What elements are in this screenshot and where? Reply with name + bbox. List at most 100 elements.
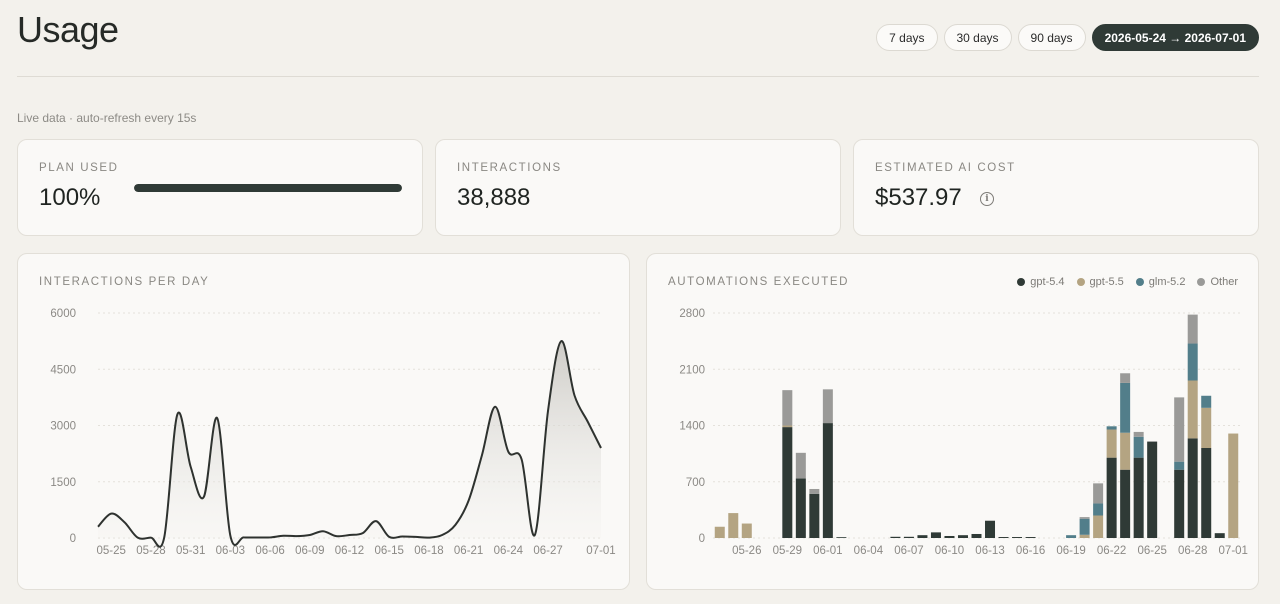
bar-glm-5-2 bbox=[1174, 461, 1185, 470]
bar-gpt-5-5 bbox=[1106, 429, 1117, 458]
interactions-value: 38,888 bbox=[457, 184, 531, 211]
bar-Other bbox=[782, 390, 793, 426]
legend-item-glm-5-2[interactable]: glm-5.2 bbox=[1135, 276, 1185, 288]
bar-Other bbox=[1093, 483, 1104, 504]
x-tick-label: 06-12 bbox=[335, 545, 364, 557]
bar-gpt-5-4 bbox=[795, 478, 806, 538]
bar-Other bbox=[1133, 431, 1144, 437]
x-tick-label: 06-19 bbox=[1056, 545, 1085, 557]
bar-gpt-5-4 bbox=[1025, 537, 1036, 538]
plan-used-label: PLAN USED bbox=[39, 162, 119, 174]
bar-gpt-5-4 bbox=[782, 427, 793, 538]
plan-used-progress-bar bbox=[134, 184, 402, 192]
bar-gpt-5-4 bbox=[944, 535, 955, 538]
bar-gpt-5-4 bbox=[1201, 448, 1212, 538]
range-90-days-button[interactable]: 90 days bbox=[1017, 24, 1086, 51]
bar-gpt-5-4 bbox=[985, 520, 996, 538]
bar-gpt-5-4 bbox=[1133, 457, 1144, 538]
x-tick-label: 06-09 bbox=[295, 545, 324, 557]
x-tick-label: 05-25 bbox=[97, 545, 126, 557]
ai-cost-label: ESTIMATED AI COST bbox=[875, 162, 1016, 174]
interactions-area-fill bbox=[98, 341, 601, 547]
plan-used-card: PLAN USED 100% bbox=[17, 139, 423, 236]
bar-gpt-5-4 bbox=[917, 535, 928, 538]
bar-gpt-5-4 bbox=[1214, 533, 1225, 538]
legend-item-gpt-5-4[interactable]: gpt-5.4 bbox=[1017, 276, 1065, 288]
bar-gpt-5-4 bbox=[1147, 441, 1158, 538]
bar-glm-5-2 bbox=[1187, 343, 1198, 381]
bar-gpt-5-4 bbox=[930, 532, 941, 538]
legend-item-other[interactable]: Other bbox=[1197, 276, 1238, 288]
x-tick-label: 06-16 bbox=[1016, 545, 1045, 557]
bar-Other bbox=[809, 488, 820, 494]
bar-gpt-5-4 bbox=[822, 423, 833, 538]
range-30-days-button[interactable]: 30 days bbox=[943, 24, 1012, 51]
y-tick-label: 4500 bbox=[50, 364, 76, 376]
interactions-label: INTERACTIONS bbox=[457, 162, 562, 174]
y-tick-label: 3000 bbox=[50, 421, 76, 433]
bar-Other bbox=[1187, 314, 1198, 344]
bar-glm-5-2 bbox=[1066, 535, 1077, 538]
bar-gpt-5-4 bbox=[1120, 469, 1131, 538]
custom-range-button[interactable]: 2026-05-24 → 2026-07-01 bbox=[1091, 24, 1259, 51]
automations-chart-title: AUTOMATIONS EXECUTED bbox=[668, 276, 850, 288]
range-7-days-button[interactable]: 7 days bbox=[876, 24, 938, 51]
bar-gpt-5-4 bbox=[1174, 469, 1185, 538]
x-tick-label: 06-18 bbox=[414, 545, 443, 557]
y-tick-label: 0 bbox=[70, 533, 76, 545]
x-tick-label: 06-04 bbox=[854, 545, 884, 557]
date-range-selector: 7 days 30 days 90 days 2026-05-24 → 2026… bbox=[876, 24, 1259, 51]
bar-gpt-5-5 bbox=[1201, 407, 1212, 448]
x-tick-label: 06-21 bbox=[454, 545, 483, 557]
bar-glm-5-2 bbox=[1133, 436, 1144, 458]
bar-gpt-5-4 bbox=[890, 536, 901, 538]
legend-item-gpt-5-5[interactable]: gpt-5.5 bbox=[1076, 276, 1124, 288]
legend-dot bbox=[1197, 278, 1206, 286]
legend-dot bbox=[1135, 278, 1144, 286]
interactions-per-day-chart: 0 1500 3000 4500 6000 05-25 05-28 05-31 06-03 06-… bbox=[50, 308, 615, 557]
live-data-note: Live data · auto-refresh every 15s bbox=[17, 111, 197, 125]
bar-gpt-5-4 bbox=[903, 536, 914, 538]
bar-glm-5-2 bbox=[1201, 395, 1212, 408]
x-tick-label: 06-25 bbox=[1137, 545, 1166, 557]
x-tick-label: 06-07 bbox=[894, 545, 923, 557]
bar-gpt-5-4 bbox=[971, 533, 982, 538]
x-tick-label: 06-06 bbox=[255, 545, 284, 557]
bar-gpt-5-5 bbox=[728, 513, 739, 538]
bar-gpt-5-5 bbox=[714, 526, 725, 538]
bar-gpt-5-5 bbox=[1079, 534, 1090, 538]
bar-gpt-5-5 bbox=[1120, 432, 1131, 470]
bar-glm-5-2 bbox=[1093, 503, 1104, 516]
bar-Other bbox=[1079, 517, 1090, 519]
x-tick-label: 06-27 bbox=[533, 545, 562, 557]
legend-dot bbox=[1017, 278, 1026, 286]
y-tick-label: 700 bbox=[686, 477, 705, 489]
y-tick-label: 6000 bbox=[50, 308, 76, 320]
bar-glm-5-2 bbox=[1120, 382, 1131, 433]
bar-Other bbox=[1120, 373, 1131, 383]
interactions-per-day-card: INTERACTIONS PER DAY 0 1500 3000 4500 6000 05… bbox=[17, 253, 630, 590]
x-tick-label: 06-01 bbox=[813, 545, 842, 557]
x-tick-label: 06-28 bbox=[1178, 545, 1207, 557]
bar-gpt-5-4 bbox=[836, 537, 847, 538]
bar-glm-5-2 bbox=[1106, 426, 1117, 430]
x-tick-label: 05-26 bbox=[732, 545, 761, 557]
bar-gpt-5-5 bbox=[1228, 433, 1239, 538]
legend-label: gpt-5.5 bbox=[1089, 276, 1124, 288]
x-tick-label: 05-29 bbox=[773, 545, 802, 557]
x-tick-label: 06-22 bbox=[1097, 545, 1126, 557]
bar-gpt-5-4 bbox=[1012, 537, 1023, 538]
bar-gpt-5-4 bbox=[1187, 438, 1198, 538]
bar-glm-5-2 bbox=[1079, 518, 1090, 535]
info-icon[interactable]: i bbox=[980, 192, 994, 206]
bar-Other bbox=[1174, 397, 1185, 462]
bar-Other bbox=[795, 452, 806, 479]
x-tick-label: 06-15 bbox=[374, 545, 403, 557]
x-tick-label: 05-28 bbox=[136, 545, 165, 557]
chart-legend: gpt-5.4 gpt-5.5 glm-5.2 Other bbox=[1017, 276, 1238, 288]
y-tick-label: 2800 bbox=[679, 308, 705, 320]
plan-used-progress-fill bbox=[134, 184, 402, 192]
bar-gpt-5-5 bbox=[782, 425, 793, 428]
interactions-chart-title: INTERACTIONS PER DAY bbox=[39, 276, 210, 288]
x-tick-label: 05-31 bbox=[176, 545, 205, 557]
